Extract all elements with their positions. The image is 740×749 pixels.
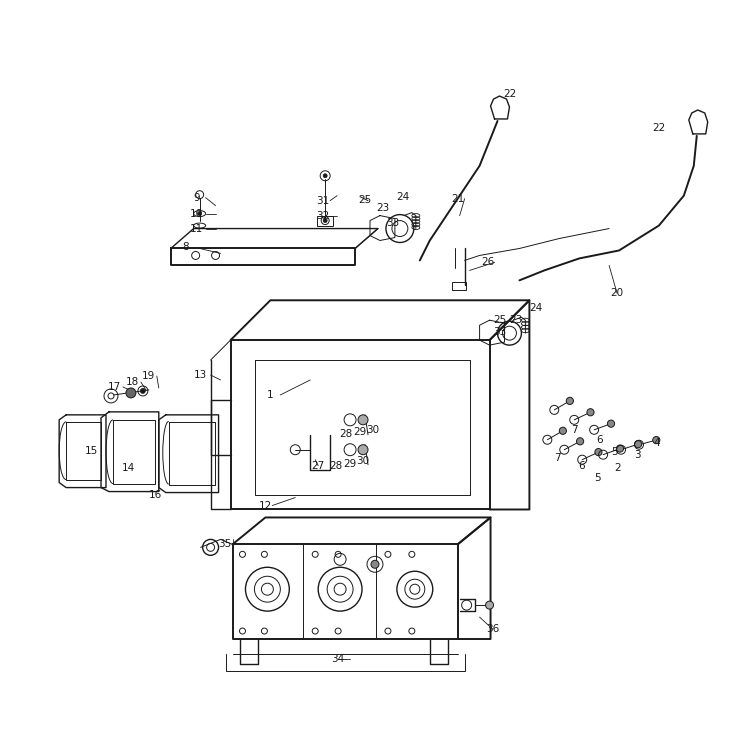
Text: 12: 12 [259, 500, 272, 511]
Text: 20: 20 [610, 288, 624, 298]
Text: 25: 25 [493, 315, 506, 325]
Text: 28: 28 [340, 428, 353, 439]
Text: 22: 22 [652, 123, 665, 133]
Circle shape [358, 415, 368, 425]
Circle shape [634, 440, 642, 448]
Text: 7: 7 [571, 425, 577, 434]
Text: 33: 33 [493, 327, 506, 337]
Text: 36: 36 [486, 624, 500, 634]
Text: 18: 18 [127, 377, 140, 387]
Bar [317, 216, 333, 225]
Circle shape [616, 445, 624, 452]
Circle shape [126, 388, 136, 398]
Text: 1: 1 [267, 390, 274, 400]
Text: 24: 24 [529, 303, 542, 313]
Text: 29: 29 [354, 427, 366, 437]
Text: 3: 3 [633, 449, 640, 460]
Circle shape [198, 212, 201, 216]
Text: 11: 11 [190, 223, 204, 234]
Text: 35: 35 [218, 539, 231, 549]
Circle shape [566, 397, 574, 404]
Circle shape [587, 409, 594, 416]
Text: 30: 30 [357, 455, 369, 466]
Text: 25: 25 [358, 195, 371, 204]
Text: 32: 32 [317, 210, 330, 221]
Text: 22: 22 [503, 89, 516, 99]
Circle shape [323, 174, 327, 178]
Bar [451, 282, 465, 291]
Circle shape [141, 389, 145, 393]
Text: 31: 31 [317, 195, 330, 206]
Text: 24: 24 [396, 192, 409, 201]
Text: 29: 29 [343, 458, 357, 469]
Text: 5: 5 [593, 473, 600, 482]
Circle shape [576, 437, 584, 445]
Text: 4: 4 [653, 437, 660, 448]
Text: 8: 8 [182, 243, 189, 252]
Circle shape [608, 420, 615, 427]
Circle shape [323, 219, 327, 222]
Text: 23: 23 [377, 203, 389, 213]
Circle shape [485, 601, 494, 609]
Text: 6: 6 [578, 461, 585, 470]
Text: 9: 9 [193, 192, 200, 203]
Text: 15: 15 [84, 446, 98, 455]
Text: 23: 23 [509, 315, 522, 325]
Text: 6: 6 [596, 434, 602, 445]
Circle shape [653, 437, 660, 443]
Text: 28: 28 [329, 461, 343, 470]
Text: 5: 5 [610, 446, 617, 457]
Text: 21: 21 [451, 194, 464, 204]
Text: 30: 30 [366, 425, 380, 434]
Circle shape [358, 445, 368, 455]
Text: 10: 10 [190, 209, 204, 219]
Text: 14: 14 [122, 463, 135, 473]
Text: 27: 27 [312, 461, 325, 470]
Text: 2: 2 [613, 463, 620, 473]
Text: 17: 17 [107, 382, 121, 392]
Text: 16: 16 [149, 490, 163, 500]
Text: 13: 13 [194, 370, 207, 380]
Circle shape [595, 449, 602, 455]
Text: 7: 7 [554, 452, 561, 463]
Text: 34: 34 [332, 654, 345, 664]
Text: 33: 33 [386, 217, 400, 228]
Circle shape [559, 427, 566, 434]
Text: 19: 19 [142, 371, 155, 381]
Circle shape [371, 560, 379, 568]
Text: 26: 26 [481, 258, 494, 267]
